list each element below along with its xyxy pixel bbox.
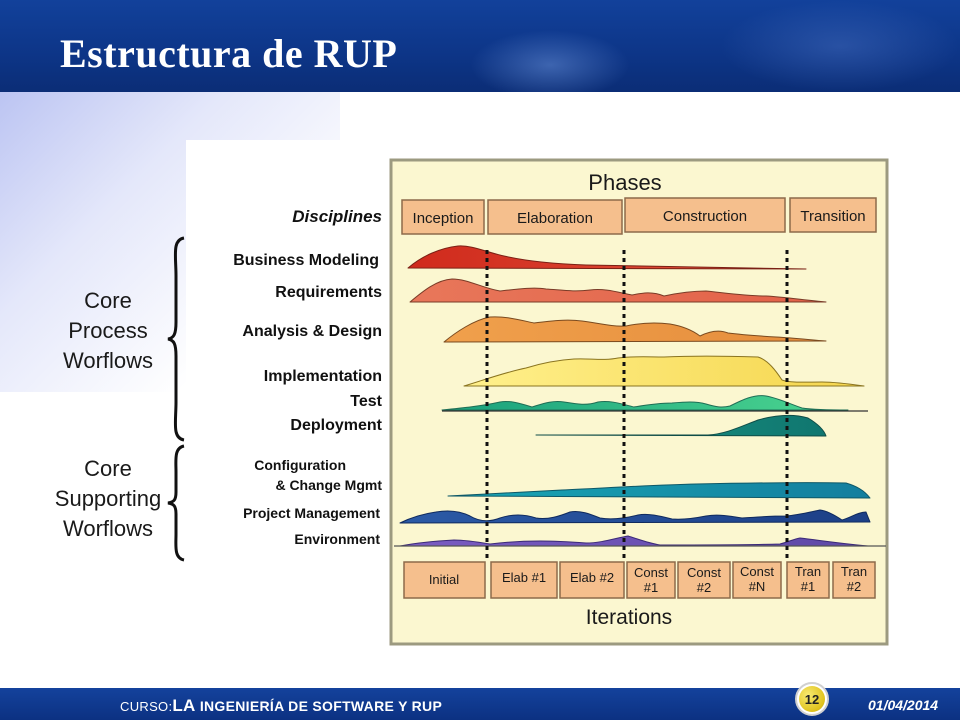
iteration-const-2-b: #2	[697, 580, 711, 595]
page-number: 12	[799, 686, 825, 712]
iteration-initial: Initial	[429, 572, 459, 587]
iteration-tran-2-b: #2	[847, 579, 861, 594]
discipline-implementation: Implementation	[264, 368, 382, 385]
iteration-boxes	[403, 561, 876, 599]
iteration-box-const-2	[677, 561, 731, 599]
discipline-requirements: Requirements	[275, 284, 382, 301]
footer-course-name: INGENIERÍA DE SOFTWARE Y RUP	[195, 698, 443, 714]
iterations-title: Iterations	[586, 606, 672, 629]
core-process-line-1: Core	[84, 288, 132, 313]
iteration-box-elab-2	[559, 561, 625, 599]
hump-test	[441, 395, 849, 411]
phase-label-inception: Inception	[413, 210, 474, 227]
hump-business-modeling	[407, 245, 807, 270]
hump-config	[447, 482, 871, 499]
discipline-environment: Environment	[294, 531, 380, 547]
header-bar: Estructura de RUP	[0, 0, 960, 92]
iteration-tran-1-a: Tran	[795, 564, 821, 579]
phase-box-construction	[624, 197, 786, 233]
core-supporting-line-2: Supporting	[54, 486, 162, 511]
hump-implementation	[463, 355, 865, 387]
discipline-business-modeling: Business Modeling	[233, 252, 379, 269]
footer-course: CURSO:LA INGENIERÍA DE SOFTWARE Y RUP	[120, 696, 442, 716]
iteration-box-const-1	[626, 561, 676, 599]
iteration-tran-2-a: Tran	[841, 564, 867, 579]
iteration-box-const-n	[732, 561, 782, 599]
hump-project-mgmt	[399, 509, 871, 524]
header-glow	[470, 30, 630, 92]
disciplines-label: Disciplines	[292, 207, 382, 226]
footer-course-prefix: CURSO:	[120, 699, 173, 714]
core-process-line-3: Worflows	[62, 348, 154, 373]
phase-box-inception	[401, 199, 485, 235]
discipline-change-mgmt: & Change Mgmt	[275, 477, 382, 493]
discipline-test: Test	[350, 393, 382, 410]
discipline-deployment: Deployment	[290, 417, 382, 434]
iteration-const-1-b: #1	[644, 580, 658, 595]
phase-boxes: Inception Elaboration Construction Trans…	[401, 197, 877, 235]
footer-course-la: LA	[172, 696, 196, 715]
header-glow-right	[720, 0, 960, 92]
hump-environment	[399, 535, 869, 547]
iteration-const-1-a: Const	[634, 565, 668, 580]
iteration-box-tran-1	[786, 561, 830, 599]
iteration-elab-2: Elab #2	[570, 570, 614, 585]
phase-box-transition	[789, 197, 877, 233]
core-process-brace	[167, 236, 185, 442]
iteration-const-n-b: #N	[749, 579, 766, 594]
page-number-badge: 12	[795, 682, 829, 716]
hump-deployment	[535, 415, 827, 437]
hump-requirements	[409, 278, 827, 303]
core-supporting-line-3: Worflows	[62, 516, 154, 541]
core-process-label: Core Process Worflows	[48, 286, 168, 376]
discipline-analysis-design: Analysis & Design	[242, 323, 382, 340]
page-title: Estructura de RUP	[60, 31, 398, 76]
hump-analysis-design	[443, 316, 827, 343]
core-supporting-brace	[167, 444, 185, 562]
iteration-elab-1: Elab #1	[502, 570, 546, 585]
rup-diagram: Phases Inception Elaboration Constructio…	[233, 158, 889, 646]
iteration-box-initial	[403, 561, 486, 599]
core-supporting-line-1: Core	[84, 456, 132, 481]
phase-label-construction: Construction	[663, 208, 747, 225]
discipline-configuration: Configuration	[254, 457, 346, 473]
core-process-line-2: Process	[68, 318, 148, 343]
iteration-box-elab-1	[490, 561, 558, 599]
footer-date: 01/04/2014	[868, 697, 939, 713]
phases-title: Phases	[588, 170, 661, 195]
iteration-box-tran-2	[832, 561, 876, 599]
phase-box-elaboration	[487, 199, 623, 235]
iteration-const-n-a: Const	[740, 564, 774, 579]
iteration-const-2-a: Const	[687, 565, 721, 580]
phase-label-transition: Transition	[800, 208, 865, 225]
core-supporting-label: Core Supporting Worflows	[40, 454, 176, 544]
iteration-tran-1-b: #1	[801, 579, 815, 594]
phase-label-elaboration: Elaboration	[517, 210, 593, 227]
discipline-project-management: Project Management	[243, 505, 380, 521]
